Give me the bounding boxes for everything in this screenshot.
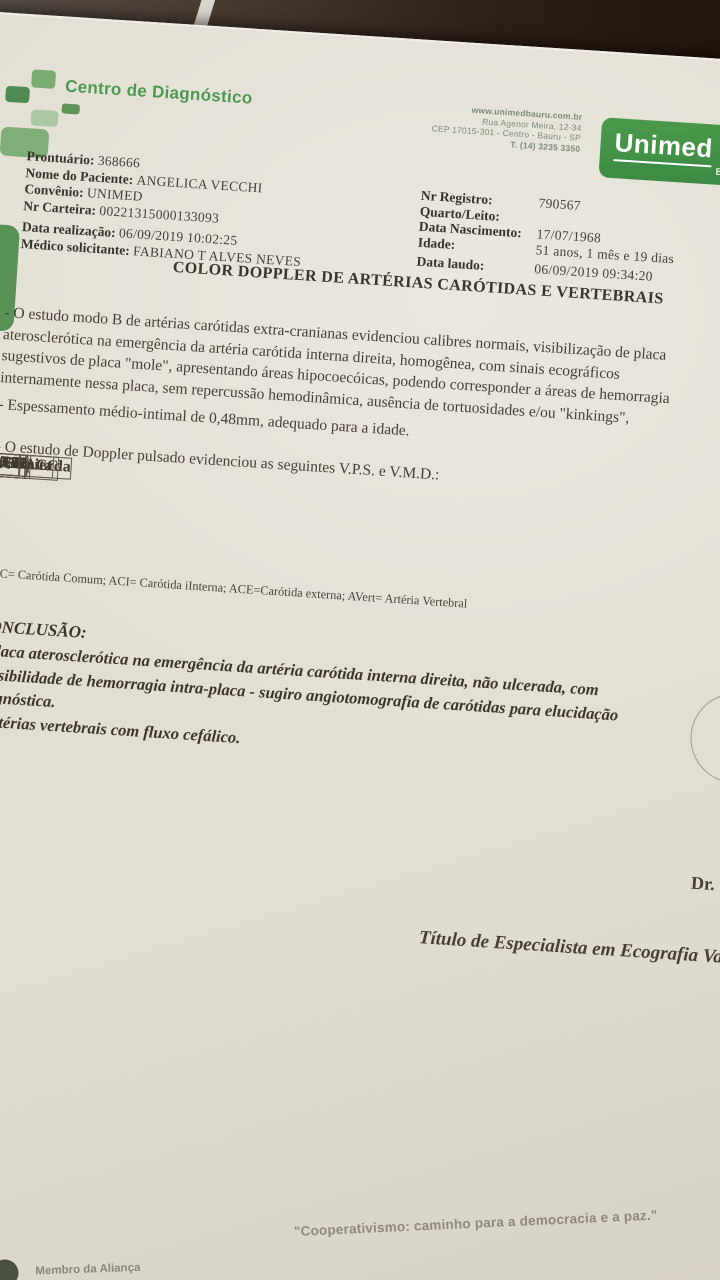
- logo-square: [61, 103, 81, 115]
- unimed-city-label: Bauru: [715, 166, 720, 180]
- unimed-wordmark: Unimed: [613, 127, 714, 168]
- field-value: 368666: [97, 152, 141, 171]
- patient-info-right: Nr Registro: 790567 Quarto/Leito: Data Na…: [416, 188, 720, 291]
- logo-square: [30, 109, 59, 128]
- doctor-name: Dr.: [690, 872, 716, 895]
- specialist-title: Título de Especialista em Ecografia Vasc…: [418, 927, 720, 971]
- patient-info-left: Prontuário: 368666 Nome do Paciente: ANG…: [20, 148, 446, 279]
- pen-circle-mark: [687, 690, 720, 786]
- logo-square: [31, 69, 57, 89]
- table-cell: 18,75: [0, 452, 29, 477]
- field-label: Convênio:: [24, 181, 85, 200]
- report-document: Centro de Diagnóstico www.unimedbauru.co…: [0, 7, 720, 1280]
- field-value: 790567: [538, 195, 582, 214]
- conclusion-block: CONCLUSÃO: - Placa aterosclerótica na em…: [0, 614, 622, 773]
- unimed-logo: Unimed Bauru: [598, 117, 720, 188]
- table-legend: ACC= Carótida Comum; ACI= Carótida iInte…: [0, 565, 468, 611]
- clinic-contact-block: www.unimedbauru.com.br Rua Agenor Meira,…: [312, 95, 582, 154]
- field-value: UNIMED: [86, 185, 144, 204]
- clinic-name: Centro de Diagnóstico: [64, 76, 254, 108]
- field-value: 06/09/2019 09:34:20: [533, 261, 654, 284]
- logo-square: [5, 85, 31, 104]
